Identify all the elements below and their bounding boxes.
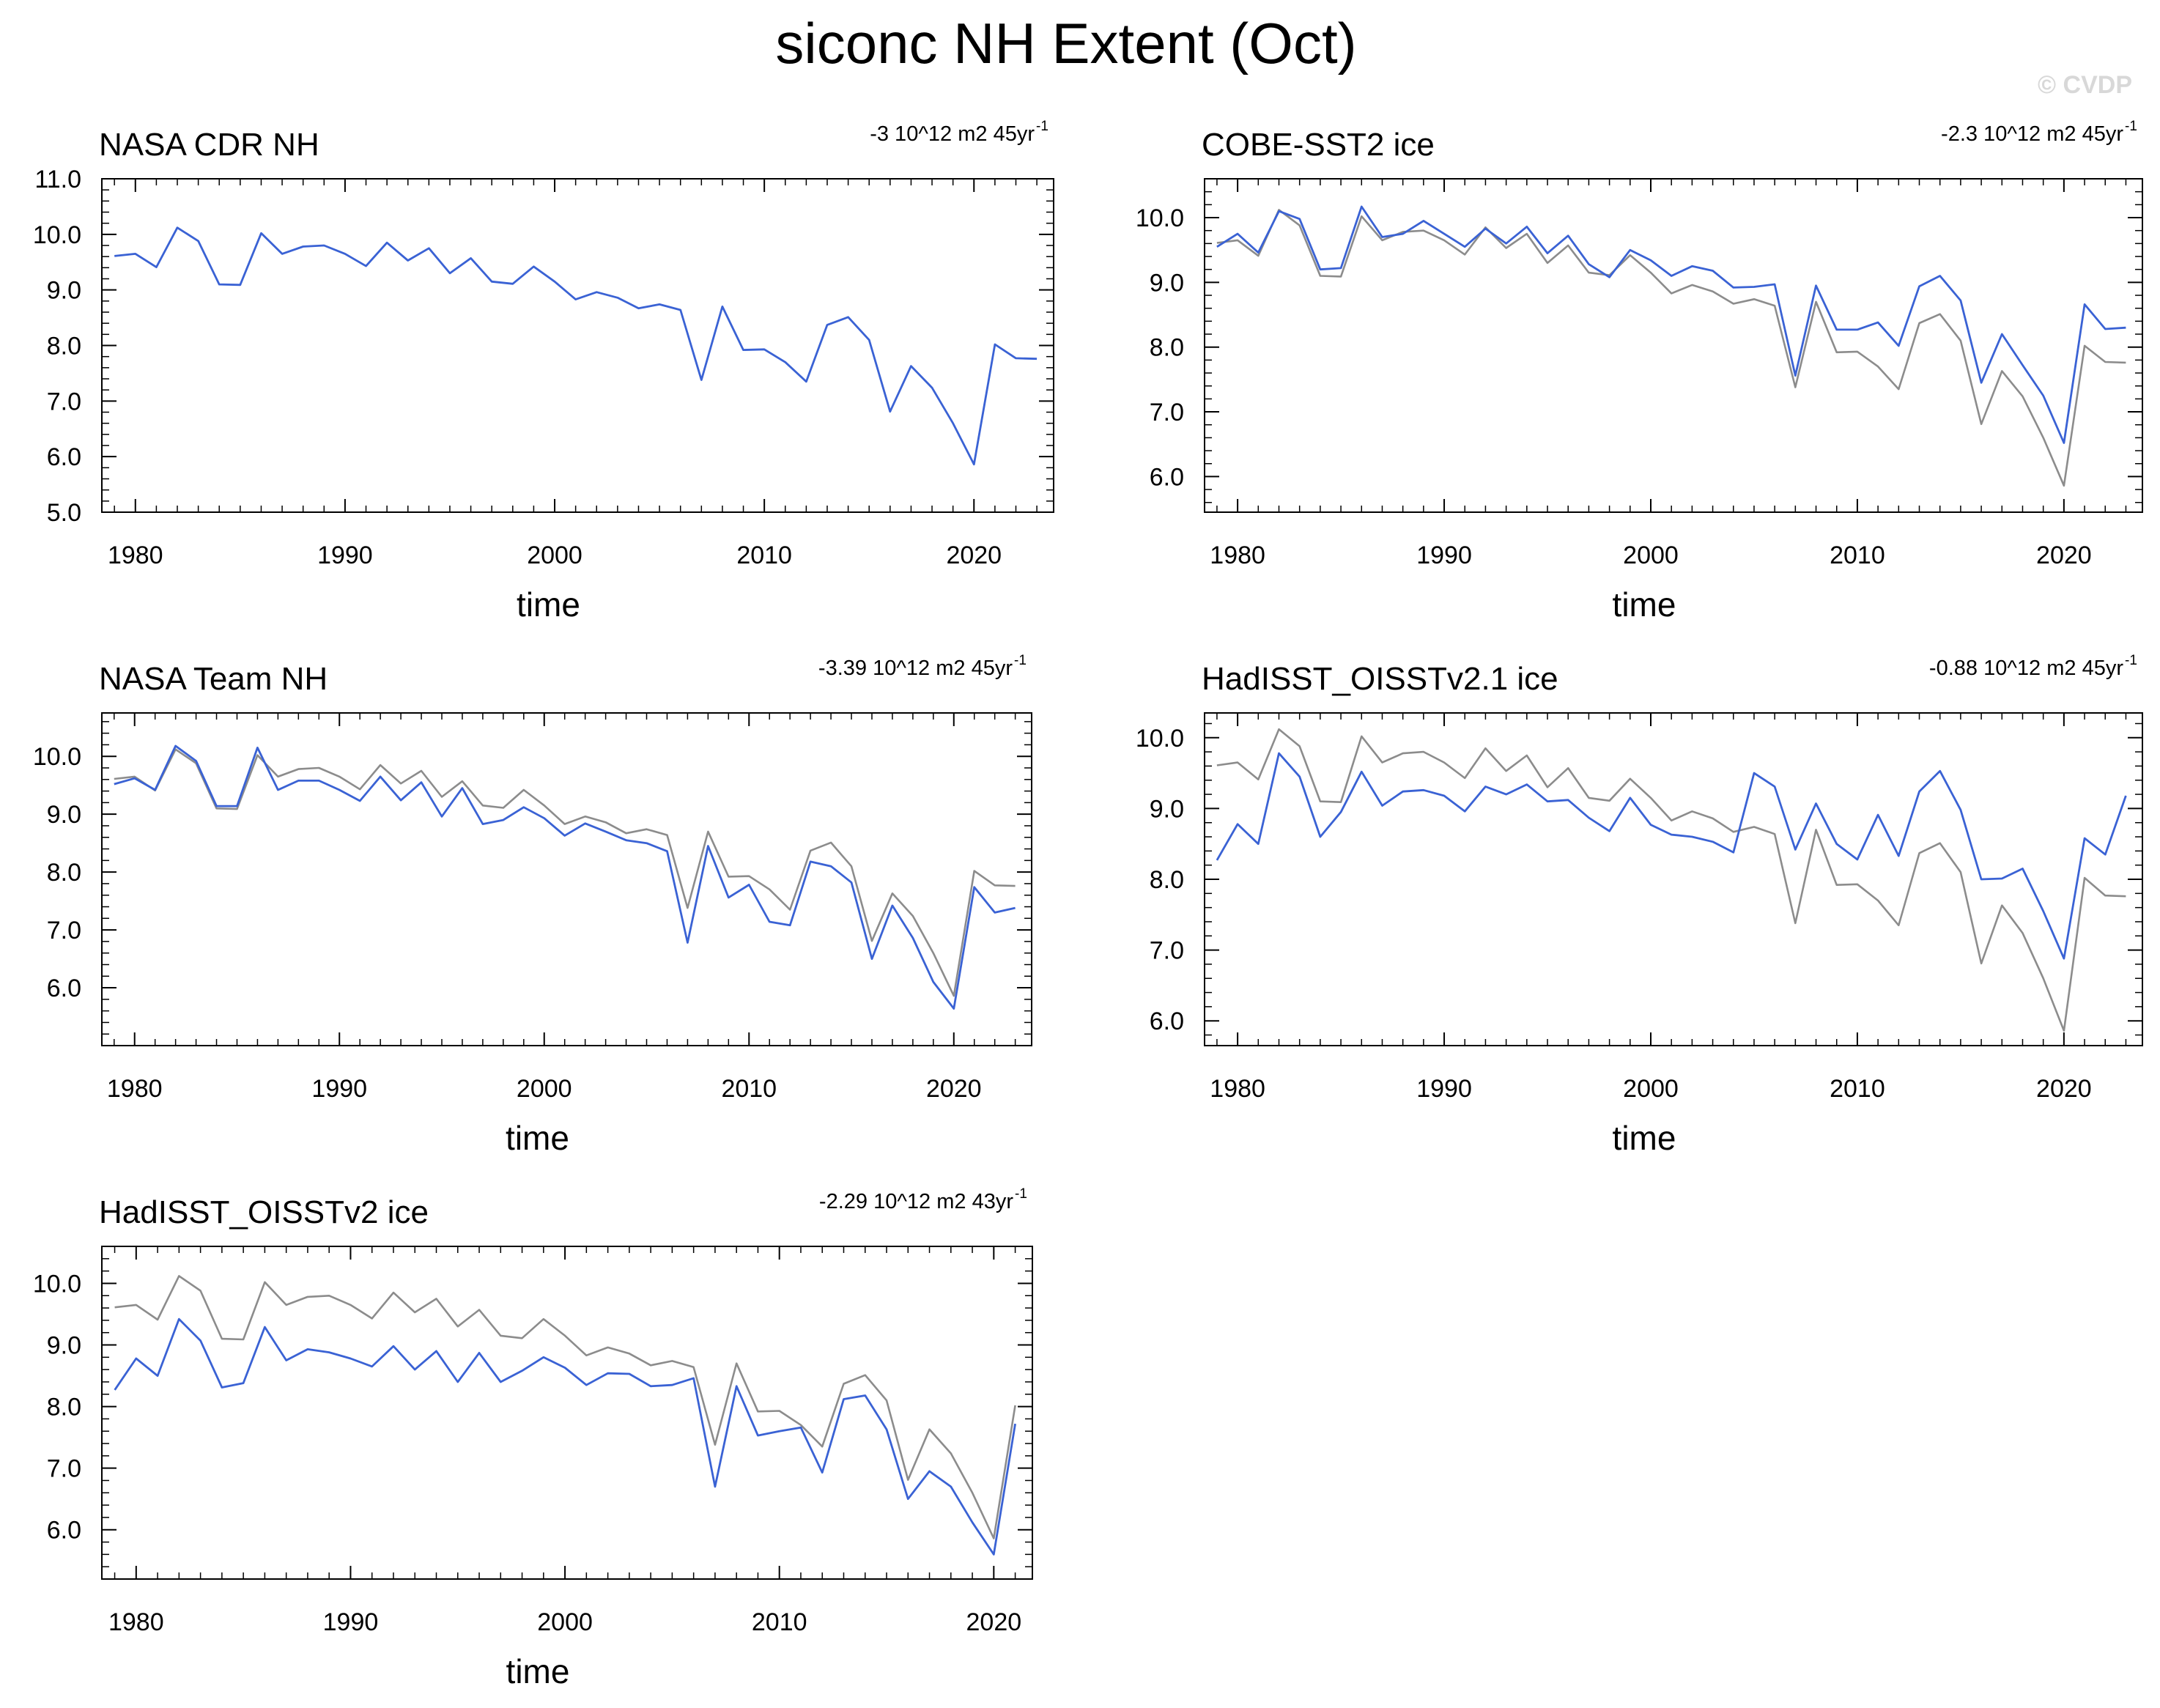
y-tick-label: 8.0 [47, 1394, 81, 1422]
y-tick-label: 6.0 [47, 975, 81, 1002]
y-tick-label: 8.0 [47, 333, 81, 361]
y-tick-label: 7.0 [1150, 399, 1184, 426]
series-line-main [1216, 205, 2126, 444]
trend-exponent: -1 [1014, 653, 1027, 668]
y-tick-label: 7.0 [1150, 937, 1184, 965]
x-axis-title: time [506, 1652, 570, 1690]
y-tick-label: 8.0 [1150, 334, 1184, 362]
y-tick-label: 9.0 [1150, 795, 1184, 823]
chart-panel-4: HadISST_OISSTv2.1 ice -0.88 10^12 m2 45yr… [1136, 653, 2143, 1157]
y-tick-label: 7.0 [47, 388, 81, 415]
panel-title: HadISST_OISSTv2.1 ice [1202, 661, 1558, 697]
figure-title: siconc NH Extent (Oct) [775, 11, 1356, 75]
y-tick-label: 11.0 [34, 166, 81, 193]
x-axis-title: time [1613, 1119, 1676, 1157]
chart-panel-2: COBE-SST2 ice -2.3 10^12 m2 45yr -1 1980 199… [1136, 119, 2143, 624]
x-tick-label: 1980 [1210, 541, 1265, 569]
trend-label: -3.39 10^12 m2 45yr [818, 657, 1013, 680]
trend-exponent: -1 [1015, 1186, 1027, 1202]
x-tick-label: 2000 [527, 541, 582, 569]
panel-title: HadISST_OISSTv2 ice [99, 1194, 429, 1230]
x-tick-label: 2000 [1623, 541, 1679, 569]
y-tick-label: 9.0 [1150, 269, 1184, 297]
y-tick-label: 7.0 [47, 1455, 81, 1483]
x-tick-label: 2010 [1830, 541, 1885, 569]
panel-title: COBE-SST2 ice [1202, 127, 1435, 163]
y-tick-label: 9.0 [47, 1332, 81, 1360]
x-tick-label: 2020 [966, 1608, 1022, 1636]
y-tick-label: 5.0 [47, 499, 81, 527]
trend-exponent: -1 [2125, 119, 2137, 134]
plot-frame [101, 1246, 1033, 1580]
y-tick-label: 10.0 [1136, 204, 1184, 232]
x-tick-label: 1990 [317, 541, 373, 569]
trend-label: -3 10^12 m2 45yr [870, 122, 1035, 146]
y-tick-label: 10.0 [1136, 725, 1184, 753]
series-line-reference [1216, 209, 2126, 487]
y-tick-label: 8.0 [1150, 866, 1184, 894]
trend-exponent: -1 [2125, 653, 2137, 668]
x-tick-label: 2000 [537, 1608, 593, 1636]
series-line-reference [114, 1275, 1016, 1539]
series-line-main [114, 744, 1016, 1010]
trend-label: -2.29 10^12 m2 43yr [819, 1190, 1013, 1213]
x-tick-label: 1990 [1416, 1075, 1472, 1103]
series-line-main [114, 1317, 1016, 1556]
x-axis-title: time [1613, 585, 1676, 624]
x-tick-label: 2020 [926, 1075, 982, 1103]
x-tick-label: 1980 [108, 1608, 164, 1636]
chart-panel-5: HadISST_OISSTv2 ice -2.29 10^12 m2 43yr -1… [33, 1186, 1033, 1690]
x-tick-label: 2000 [1623, 1075, 1679, 1103]
x-tick-label: 1980 [107, 1075, 163, 1103]
x-axis-title: time [506, 1119, 569, 1157]
watermark: © CVDP [2038, 71, 2132, 99]
y-tick-label: 9.0 [47, 277, 81, 305]
panel-title: NASA Team NH [99, 661, 328, 697]
y-tick-label: 6.0 [47, 443, 81, 471]
y-tick-label: 10.0 [33, 743, 81, 771]
y-tick-label: 10.0 [33, 1270, 81, 1298]
series-line-reference [1216, 728, 2126, 1032]
plot-frame [101, 178, 1054, 513]
x-tick-label: 1980 [1210, 1075, 1265, 1103]
x-tick-label: 2010 [752, 1608, 807, 1636]
series-line-reference [114, 748, 1016, 997]
x-tick-label: 1990 [311, 1075, 367, 1103]
x-tick-label: 2010 [1830, 1075, 1885, 1103]
trend-label: -0.88 10^12 m2 45yr [1929, 657, 2123, 680]
x-tick-label: 2010 [736, 541, 792, 569]
x-tick-label: 2010 [721, 1075, 777, 1103]
series-line-main [1216, 752, 2127, 960]
series-line-main [114, 226, 1038, 466]
panel-title: NASA CDR NH [99, 127, 319, 163]
y-tick-label: 10.0 [33, 221, 81, 249]
y-tick-label: 6.0 [1150, 463, 1184, 491]
plot-frame [101, 712, 1032, 1046]
x-tick-label: 2020 [2036, 1075, 2092, 1103]
x-axis-title: time [517, 585, 580, 624]
chart-panel-3: NASA Team NH -3.39 10^12 m2 45yr -1 1980 199… [33, 653, 1032, 1157]
x-tick-label: 1990 [323, 1608, 379, 1636]
x-tick-label: 2020 [946, 541, 1002, 569]
trend-label: -2.3 10^12 m2 45yr [1941, 122, 2123, 146]
y-tick-label: 6.0 [47, 1517, 81, 1545]
y-tick-label: 6.0 [1150, 1008, 1184, 1035]
trend-exponent: -1 [1036, 119, 1048, 134]
y-tick-label: 7.0 [47, 917, 81, 944]
x-tick-label: 1990 [1416, 541, 1472, 569]
x-tick-label: 1980 [108, 541, 163, 569]
plot-frame [1204, 178, 2143, 513]
chart-panel-1: NASA CDR NH -3 10^12 m2 45yr -1 1980 1990 200… [33, 119, 1054, 624]
x-tick-label: 2000 [517, 1075, 572, 1103]
y-tick-label: 9.0 [47, 801, 81, 829]
y-tick-label: 8.0 [47, 859, 81, 887]
x-tick-label: 2020 [2036, 541, 2092, 569]
